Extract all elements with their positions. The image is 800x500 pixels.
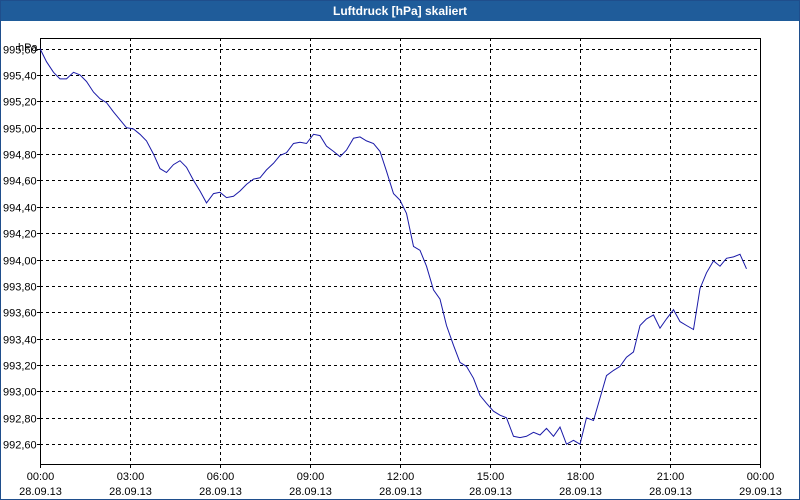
y-tick-label: 993,60 <box>3 308 37 320</box>
x-tick-date-label: 28.09.13 <box>379 486 422 498</box>
x-tick-time-label: 21:00 <box>657 471 685 483</box>
y-tick-label: 994,80 <box>3 150 37 162</box>
x-tick-date-label: 28.09.13 <box>19 486 62 498</box>
x-tick-time-label: 03:00 <box>117 471 145 483</box>
y-tick-label: 994,60 <box>3 176 37 188</box>
y-tick-label: 995,00 <box>3 124 37 136</box>
x-tick-date-label: 28.09.13 <box>109 486 152 498</box>
y-tick-label: 993,80 <box>3 282 37 294</box>
x-tick-date-label: 28.09.13 <box>649 486 692 498</box>
grid <box>40 38 760 464</box>
y-axis: 995,60 995,40 995,20 995,00 994,80 994,60 994,… <box>3 45 40 452</box>
x-tick-date-label: 28.09.13 <box>289 486 332 498</box>
y-tick-label: 994,40 <box>3 203 37 215</box>
x-tick-date-label: 28.09.13 <box>199 486 242 498</box>
chart-title: Luftdruck [hPa] skaliert <box>1 1 799 21</box>
x-axis: 00:00 28.09.13 03:00 28.09.13 06:00 28.09.13 0… <box>19 464 782 498</box>
y-tick-label: 995,40 <box>3 71 37 83</box>
y-tick-label: 995,20 <box>3 97 37 109</box>
x-tick-time-label: 00:00 <box>747 471 775 483</box>
y-tick-label: 994,20 <box>3 229 37 241</box>
y-tick-label: 993,00 <box>3 387 37 399</box>
y-tick-label: 992,60 <box>3 440 37 452</box>
x-tick-time-label: 18:00 <box>567 471 595 483</box>
y-axis-label: hPa <box>18 42 38 54</box>
y-tick-label: 993,40 <box>3 335 37 347</box>
x-tick-time-label: 00:00 <box>27 471 55 483</box>
x-tick-time-label: 09:00 <box>297 471 325 483</box>
y-tick-label: 993,20 <box>3 361 37 373</box>
y-tick-label: 995,60 <box>3 45 37 57</box>
x-tick-time-label: 06:00 <box>207 471 235 483</box>
x-tick-time-label: 12:00 <box>387 471 415 483</box>
series-line-luftdruck <box>39 48 747 445</box>
x-tick-time-label: 15:00 <box>477 471 505 483</box>
x-tick-date-label: 28.09.13 <box>469 486 512 498</box>
y-tick-label: 992,80 <box>3 414 37 426</box>
y-tick-label: 994,00 <box>3 256 37 268</box>
x-tick-date-label: 29.09.13 <box>739 486 782 498</box>
x-tick-date-label: 28.09.13 <box>559 486 602 498</box>
